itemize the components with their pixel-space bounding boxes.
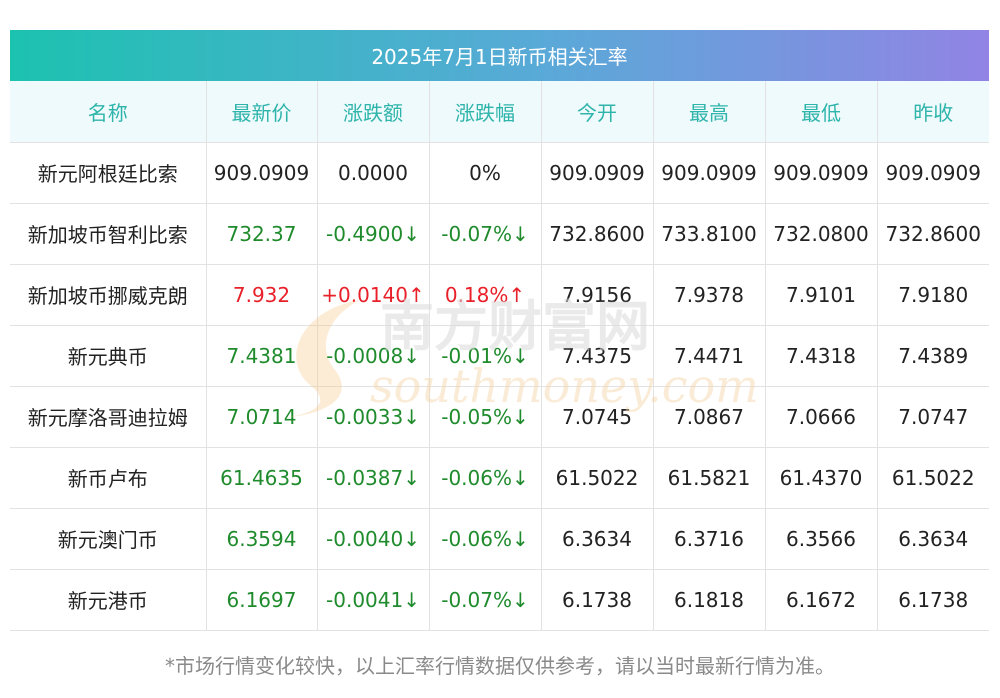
- table-row: 新元港币 6.1697 -0.0041↓ -0.07%↓ 6.1738 6.1818 6.1…: [10, 569, 989, 631]
- cell-open: 7.0745: [541, 386, 654, 448]
- cell-name: 新元典币: [10, 325, 207, 387]
- header-latest: 最新价: [206, 81, 318, 143]
- cell-open: 732.8600: [541, 203, 654, 265]
- cell-high: 909.0909: [653, 142, 766, 204]
- cell-name: 新元澳门币: [10, 508, 207, 570]
- cell-latest: 6.3594: [206, 508, 318, 570]
- header-pct: 涨跌幅: [429, 81, 542, 143]
- cell-name: 新元港币: [10, 569, 207, 631]
- cell-prev: 7.4389: [877, 325, 989, 387]
- cell-latest: 7.932: [206, 264, 318, 326]
- cell-latest: 61.4635: [206, 447, 318, 509]
- cell-change: -0.0033↓: [317, 386, 430, 448]
- cell-change: -0.0387↓: [317, 447, 430, 509]
- cell-name: 新币卢布: [10, 447, 207, 509]
- cell-open: 61.5022: [541, 447, 654, 509]
- cell-prev: 7.9180: [877, 264, 989, 326]
- cell-high: 6.1818: [653, 569, 766, 631]
- cell-low: 7.9101: [765, 264, 878, 326]
- table-row: 新元澳门币 6.3594 -0.0040↓ -0.06%↓ 6.3634 6.3716 6.…: [10, 508, 989, 570]
- cell-open: 6.3634: [541, 508, 654, 570]
- cell-pct: 0.18%↑: [429, 264, 542, 326]
- cell-high: 7.0867: [653, 386, 766, 448]
- cell-name: 新加坡币智利比索: [10, 203, 207, 265]
- cell-change: -0.0041↓: [317, 569, 430, 631]
- cell-latest: 909.0909: [206, 142, 318, 204]
- table-row: 新加坡币智利比索 732.37 -0.4900↓ -0.07%↓ 732.8600 733…: [10, 203, 989, 265]
- cell-low: 909.0909: [765, 142, 878, 204]
- table-row: 新元摩洛哥迪拉姆 7.0714 -0.0033↓ -0.05%↓ 7.0745 7.086…: [10, 386, 989, 448]
- cell-prev: 7.0747: [877, 386, 989, 448]
- cell-latest: 732.37: [206, 203, 318, 265]
- cell-pct: -0.05%↓: [429, 386, 542, 448]
- cell-low: 732.0800: [765, 203, 878, 265]
- cell-change: 0.0000: [317, 142, 430, 204]
- cell-low: 7.0666: [765, 386, 878, 448]
- cell-latest: 7.0714: [206, 386, 318, 448]
- cell-pct: 0%: [429, 142, 542, 204]
- cell-prev: 61.5022: [877, 447, 989, 509]
- rate-panel: 2025年7月1日新币相关汇率 名称 最新价 涨跌额 涨跌幅 今开 最高 最低 …: [10, 30, 989, 631]
- cell-pct: -0.01%↓: [429, 325, 542, 387]
- header-open: 今开: [541, 81, 654, 143]
- cell-prev: 6.3634: [877, 508, 989, 570]
- cell-open: 909.0909: [541, 142, 654, 204]
- cell-prev: 909.0909: [877, 142, 989, 204]
- table-title: 2025年7月1日新币相关汇率: [10, 30, 989, 81]
- cell-high: 61.5821: [653, 447, 766, 509]
- cell-high: 7.4471: [653, 325, 766, 387]
- cell-change: +0.0140↑: [317, 264, 430, 326]
- header-low: 最低: [765, 81, 878, 143]
- table-row: 新币卢布 61.4635 -0.0387↓ -0.06%↓ 61.5022 61.5821…: [10, 447, 989, 509]
- cell-open: 6.1738: [541, 569, 654, 631]
- cell-latest: 7.4381: [206, 325, 318, 387]
- cell-pct: -0.07%↓: [429, 203, 542, 265]
- cell-name: 新元阿根廷比索: [10, 142, 207, 204]
- table-row: 新加坡币挪威克朗 7.932 +0.0140↑ 0.18%↑ 7.9156 7.9378 7…: [10, 264, 989, 326]
- cell-pct: -0.06%↓: [429, 447, 542, 509]
- cell-open: 7.9156: [541, 264, 654, 326]
- cell-high: 7.9378: [653, 264, 766, 326]
- table-header-row: 名称 最新价 涨跌额 涨跌幅 今开 最高 最低 昨收: [10, 81, 989, 143]
- header-high: 最高: [653, 81, 766, 143]
- cell-low: 61.4370: [765, 447, 878, 509]
- header-change: 涨跌额: [317, 81, 430, 143]
- cell-prev: 732.8600: [877, 203, 989, 265]
- cell-change: -0.4900↓: [317, 203, 430, 265]
- header-prev: 昨收: [877, 81, 989, 143]
- table-row: 新元典币 7.4381 -0.0008↓ -0.01%↓ 7.4375 7.4471 7.4…: [10, 325, 989, 387]
- cell-pct: -0.07%↓: [429, 569, 542, 631]
- cell-open: 7.4375: [541, 325, 654, 387]
- cell-name: 新加坡币挪威克朗: [10, 264, 207, 326]
- cell-prev: 6.1738: [877, 569, 989, 631]
- cell-latest: 6.1697: [206, 569, 318, 631]
- cell-pct: -0.06%↓: [429, 508, 542, 570]
- cell-change: -0.0040↓: [317, 508, 430, 570]
- cell-high: 733.8100: [653, 203, 766, 265]
- table-row: 新元阿根廷比索 909.0909 0.0000 0% 909.0909 909.0909 9…: [10, 142, 989, 204]
- cell-low: 6.1672: [765, 569, 878, 631]
- cell-low: 7.4318: [765, 325, 878, 387]
- disclaimer-note: *市场行情变化较快，以上汇率行情数据仅供参考，请以当时最新行情为准。: [165, 654, 835, 678]
- cell-change: -0.0008↓: [317, 325, 430, 387]
- rate-table: 名称 最新价 涨跌额 涨跌幅 今开 最高 最低 昨收 新元阿根廷比索 909.09…: [10, 81, 989, 631]
- cell-high: 6.3716: [653, 508, 766, 570]
- cell-low: 6.3566: [765, 508, 878, 570]
- cell-name: 新元摩洛哥迪拉姆: [10, 386, 207, 448]
- header-name: 名称: [10, 81, 207, 143]
